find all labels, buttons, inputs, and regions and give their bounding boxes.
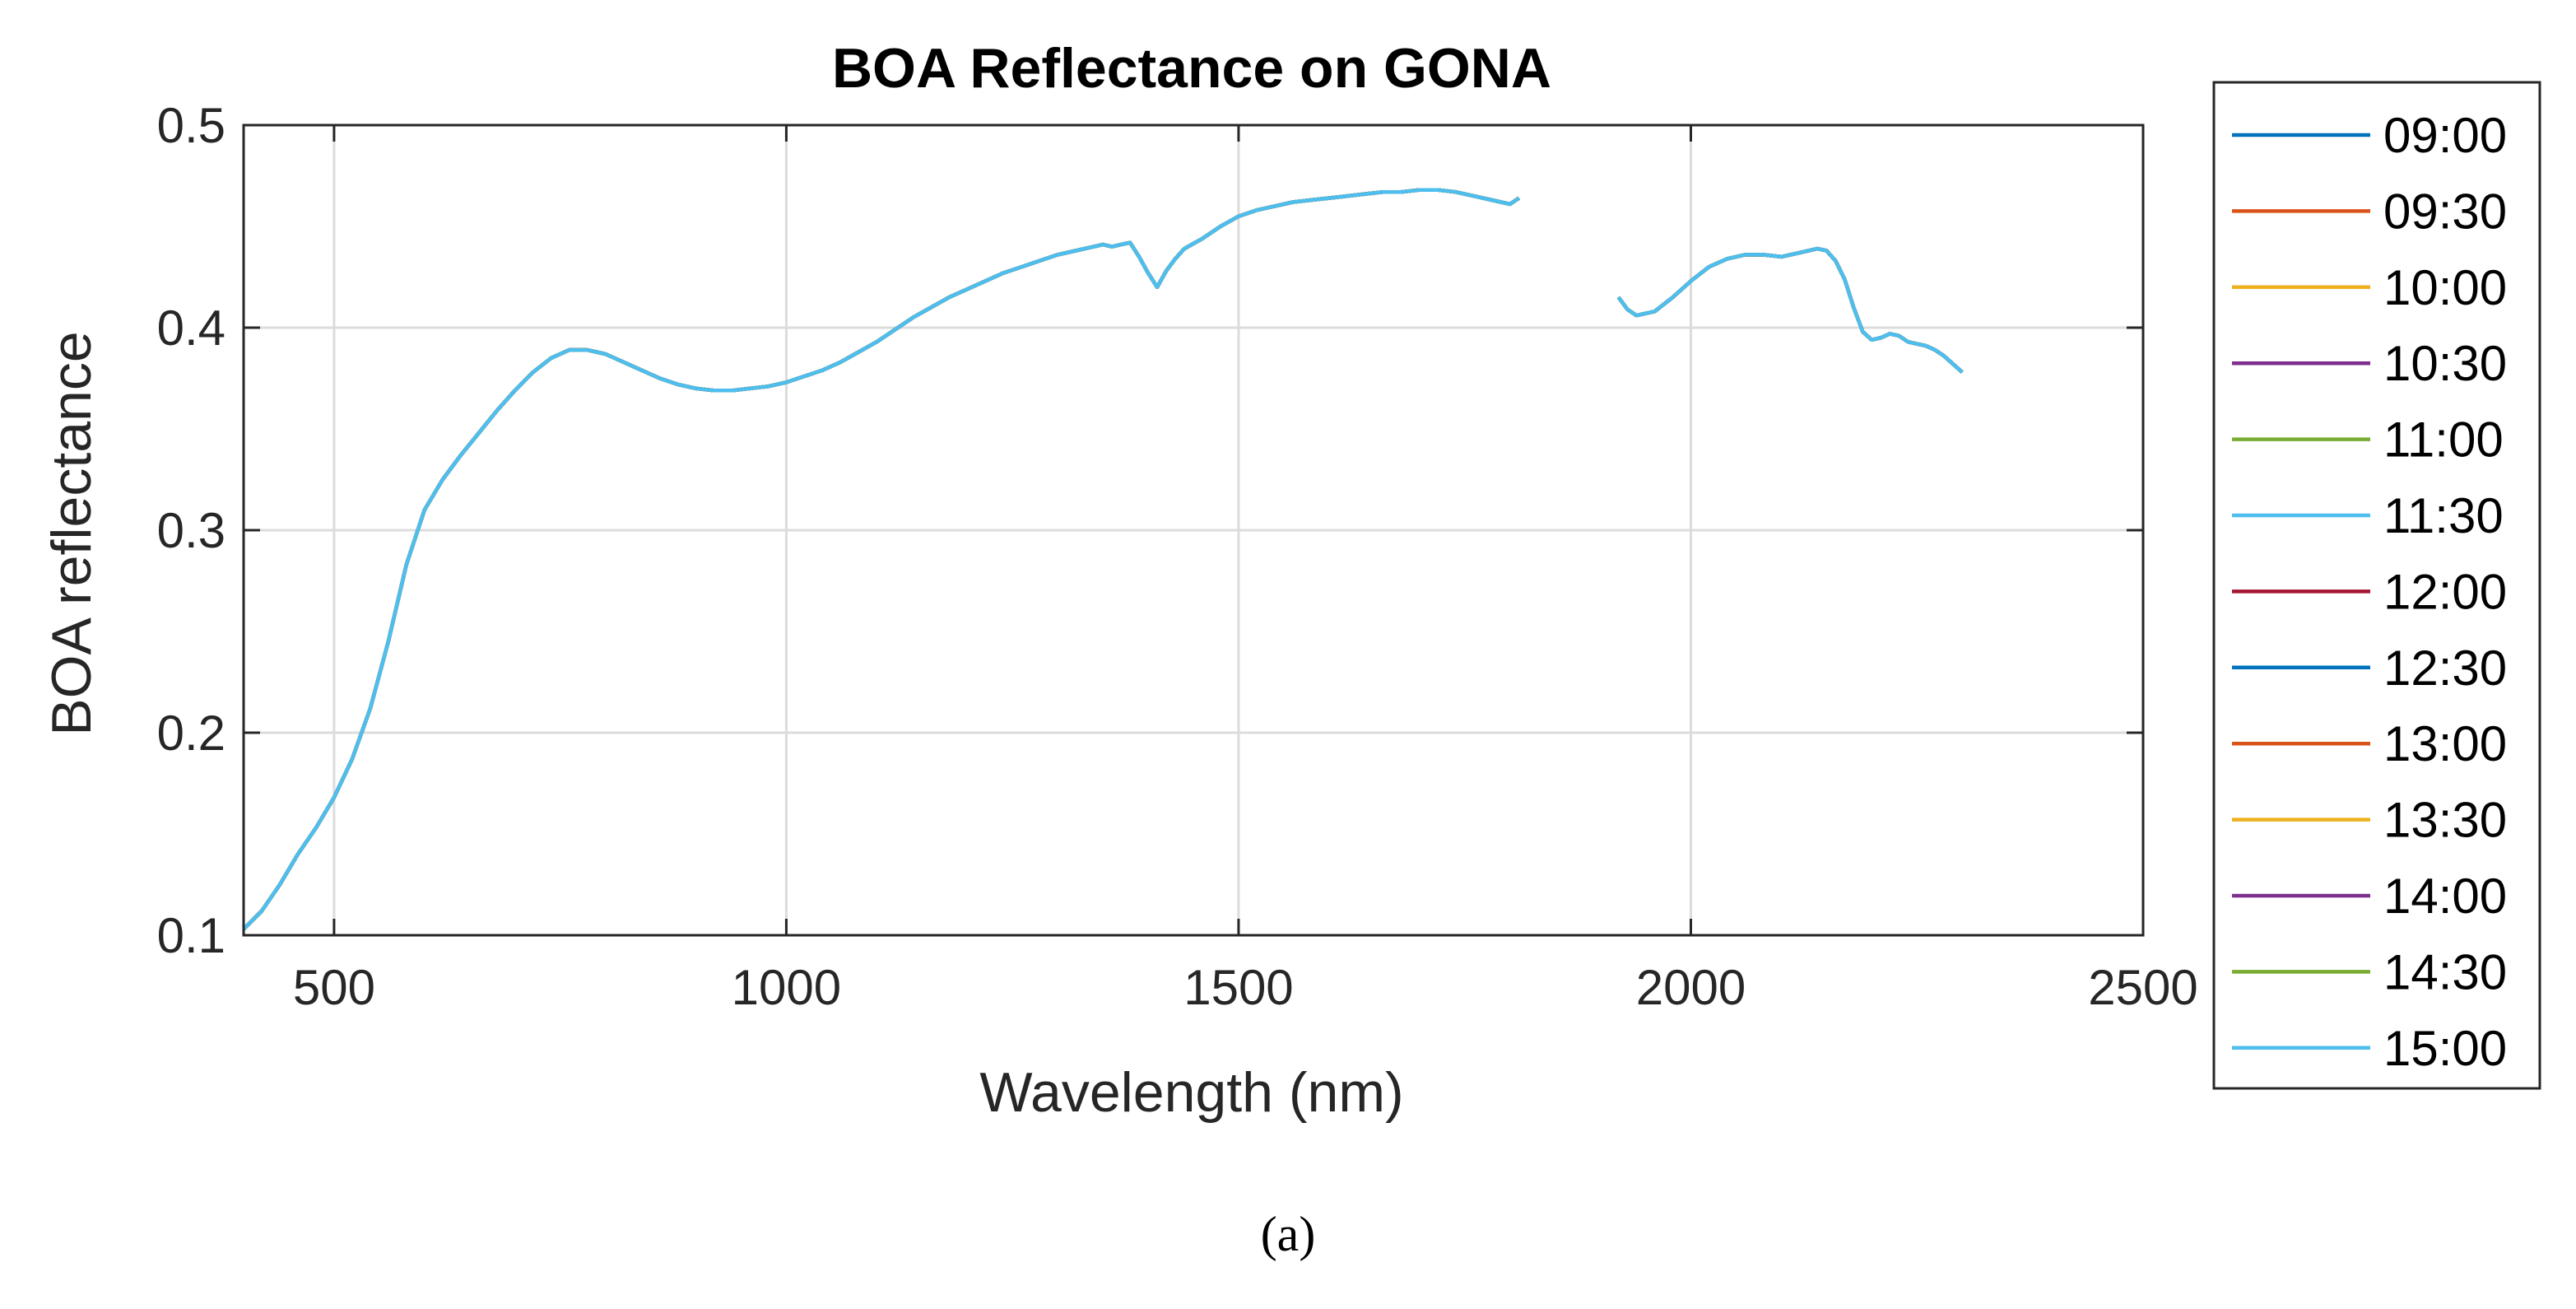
legend-label: 14:00 bbox=[2383, 869, 2507, 924]
x-tick-label: 1500 bbox=[1183, 960, 1293, 1015]
legend-item: 09:30 bbox=[2232, 184, 2507, 239]
legend: 09:00 09:30 10:00 10:30 11:00 11:30 12:00 12:30… bbox=[2212, 81, 2541, 1090]
legend-label: 09:30 bbox=[2383, 184, 2507, 239]
legend-item: 15:00 bbox=[2232, 1021, 2507, 1076]
x-axis-label: Wavelength (nm) bbox=[979, 1061, 1403, 1124]
x-tick-label: 1000 bbox=[732, 960, 841, 1015]
chart-title: BOA Reflectance on GONA bbox=[832, 37, 1551, 100]
legend-label: 13:00 bbox=[2383, 716, 2507, 771]
legend-item: 13:30 bbox=[2232, 793, 2507, 848]
legend-item: 14:30 bbox=[2232, 944, 2507, 999]
y-tick-label: 0.1 bbox=[157, 908, 226, 963]
legend-label: 13:30 bbox=[2383, 793, 2507, 848]
legend-label: 15:00 bbox=[2383, 1021, 2507, 1076]
legend-item: 09:00 bbox=[2232, 108, 2507, 163]
legend-box bbox=[2212, 81, 2541, 1090]
legend-label: 09:00 bbox=[2383, 108, 2507, 163]
y-tick-label: 0.5 bbox=[157, 98, 226, 153]
legend-item: 11:00 bbox=[2232, 412, 2504, 468]
legend-item: 12:00 bbox=[2232, 564, 2507, 619]
legend-label: 12:30 bbox=[2383, 641, 2507, 696]
legend-item: 13:00 bbox=[2232, 716, 2507, 771]
legend-label: 11:30 bbox=[2383, 488, 2504, 543]
y-tick-label: 0.4 bbox=[157, 300, 226, 356]
series-lines bbox=[244, 188, 1964, 931]
legend-label: 12:00 bbox=[2383, 564, 2507, 619]
x-tick-label: 500 bbox=[293, 960, 375, 1015]
y-axis-label: BOA reflectance bbox=[40, 331, 103, 735]
legend-item: 14:00 bbox=[2232, 869, 2507, 924]
legend-label: 10:30 bbox=[2383, 336, 2507, 391]
figure-caption: (a) bbox=[1260, 1207, 1316, 1261]
legend-item: 10:00 bbox=[2232, 260, 2507, 315]
legend-item: 10:30 bbox=[2232, 336, 2507, 391]
x-tick-label: 2000 bbox=[1636, 960, 1746, 1015]
legend-item: 11:30 bbox=[2232, 488, 2504, 543]
legend-label: 10:00 bbox=[2383, 260, 2507, 315]
y-tick-label: 0.2 bbox=[157, 706, 226, 761]
x-tick-label: 2500 bbox=[2088, 960, 2197, 1015]
y-tick-label: 0.3 bbox=[157, 503, 226, 558]
series-line-1500 bbox=[244, 188, 1964, 931]
legend-item: 12:30 bbox=[2232, 641, 2507, 696]
plot-area: 500 1000 1500 2000 2500 0.1 0.2 0.3 0.4 0.5 bbox=[157, 98, 2198, 1015]
legend-label: 11:00 bbox=[2383, 412, 2504, 468]
legend-label: 14:30 bbox=[2383, 944, 2507, 999]
